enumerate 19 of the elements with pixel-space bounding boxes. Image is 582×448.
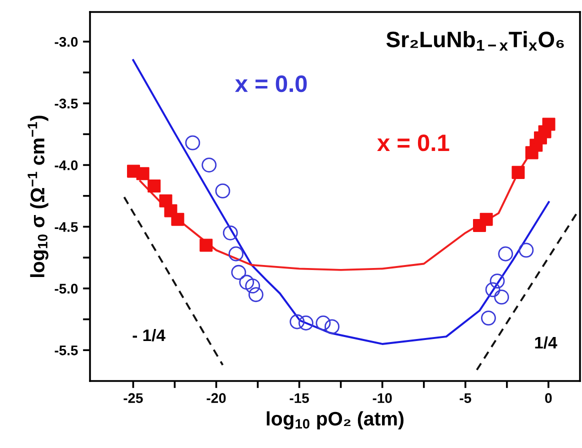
x-tick-label: -25 (124, 393, 143, 404)
y-tick-label: -5.5 (54, 346, 78, 356)
y-tick-label: -3.0 (54, 36, 78, 47)
annotation: Sr₂LuNb$_{1−x}$Ti$_{x}$O₆ (386, 31, 564, 51)
y-tick-label: -3.5 (54, 98, 78, 109)
y-tick-label: -4.5 (54, 222, 78, 232)
y-tick-label: -5.0 (54, 284, 78, 294)
x-tick-label: -10 (372, 393, 392, 404)
y-axis-title: log$_{10}$ σ (Ω$^{−1}$ cm$^{−1}$) (28, 116, 48, 278)
x-tick-label: 0 (545, 393, 552, 404)
text: x = 0.0 (235, 75, 307, 92)
x-tick-label: -15 (290, 393, 309, 404)
y-tick-label: -4.0 (54, 160, 78, 170)
annotation: 1/4 (535, 336, 558, 349)
text: x = 0.1 (377, 134, 450, 152)
annotation: - 1/4 (132, 328, 166, 342)
x-axis-title: log$_{10}$ pO₂ (atm) (266, 411, 404, 430)
x-tick-label: -20 (206, 393, 226, 404)
x-tick-label: -5 (460, 393, 472, 404)
